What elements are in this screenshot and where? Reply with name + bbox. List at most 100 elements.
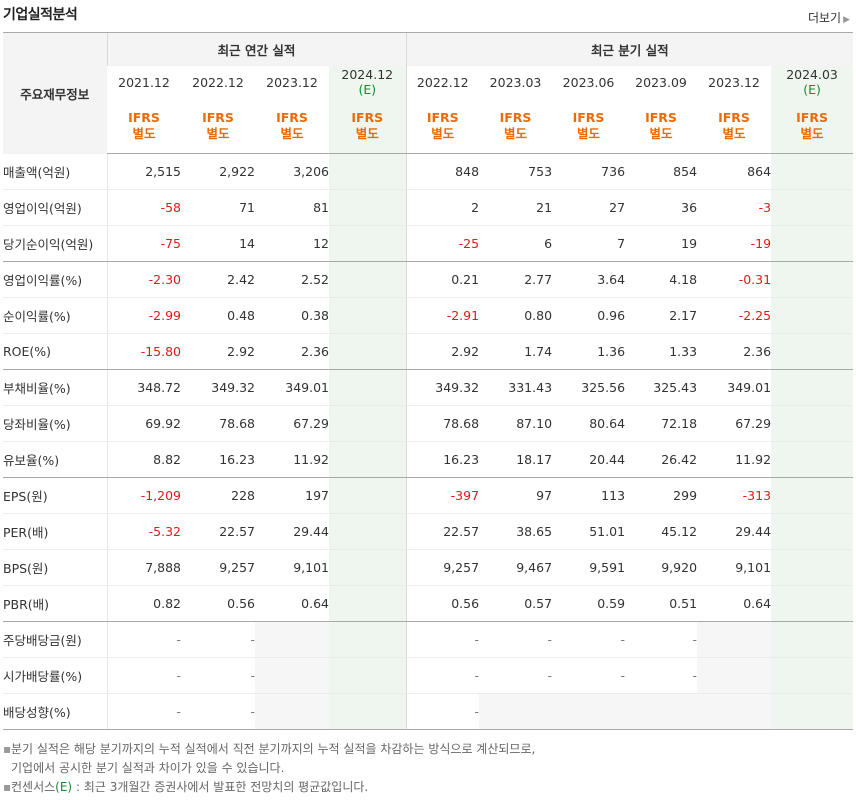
- row-label: 유보율(%): [3, 441, 108, 478]
- table-cell: 81: [255, 189, 329, 226]
- table-cell: 0.56: [405, 585, 480, 622]
- table-cell: 349.32: [181, 369, 255, 406]
- table-cell: [329, 153, 407, 190]
- table-cell: -5.32: [107, 513, 181, 550]
- table-row: ROE(%) -15.80 2.92 2.36 2.92 1.74 1.36 1.33 2.36: [3, 333, 854, 370]
- table-cell: 16.23: [181, 441, 255, 478]
- table-cell: 18.17: [479, 441, 553, 478]
- table-cell: -: [107, 621, 181, 658]
- table-row: 당기순이익(억원) -75 14 12 -25 6 7 19 -19: [3, 225, 854, 262]
- table-cell: 325.56: [552, 369, 626, 406]
- more-link[interactable]: 더보기 ▶: [808, 9, 850, 26]
- table-row: EPS(원) -1,209 228 197 -397 97 113 299 -313: [3, 477, 854, 514]
- estimate-mark: (E): [803, 82, 821, 97]
- table-cell: [771, 657, 854, 694]
- table-cell: 0.56: [181, 585, 255, 622]
- period-header: 2023.03: [479, 66, 553, 98]
- annual-group-header: 최근 연간 실적: [106, 32, 407, 66]
- table-cell: 20.44: [552, 441, 626, 478]
- table-cell: -: [405, 657, 480, 694]
- table-cell: 349.01: [255, 369, 329, 406]
- table-cell: [771, 261, 854, 298]
- footnotes: ▪ 분기 실적은 해당 분기까지의 누적 실적에서 직전 분기까지의 누적 실적을…: [3, 740, 853, 797]
- chevron-right-icon: ▶: [843, 15, 850, 25]
- table-row: 매출액(억원) 2,515 2,922 3,206 848 753 736 854 864: [3, 153, 854, 190]
- table-cell: [771, 225, 854, 262]
- row-label: PER(배): [3, 513, 108, 550]
- table-cell: 27: [552, 189, 626, 226]
- table-cell: 854: [625, 153, 698, 190]
- table-cell: -: [405, 693, 480, 730]
- table-cell: 12: [255, 225, 329, 262]
- table-cell: [329, 477, 407, 514]
- table-cell: -75: [107, 225, 181, 262]
- table-cell: [771, 189, 854, 226]
- period-header: 2023.09: [625, 66, 698, 98]
- table-row: 당좌비율(%) 69.92 78.68 67.29 78.68 87.10 80.64 72.…: [3, 405, 854, 442]
- table-cell: 78.68: [181, 405, 255, 442]
- table-cell: 753: [479, 153, 553, 190]
- row-label: ROE(%): [3, 333, 108, 370]
- table-cell: 349.32: [405, 369, 480, 406]
- row-label: PBR(배): [3, 585, 108, 622]
- table-cell: [697, 693, 772, 730]
- table-cell: [697, 621, 772, 658]
- period-header: 2024.03 (E): [771, 66, 854, 98]
- table-cell: 8.82: [107, 441, 181, 478]
- period-header: 2023.06: [552, 66, 626, 98]
- table-cell: 7,888: [107, 549, 181, 586]
- table-row: 영업이익(억원) -58 71 81 2 21 27 36 -3: [3, 189, 854, 226]
- table-cell: 2,922: [181, 153, 255, 190]
- table-cell: -25: [405, 225, 480, 262]
- table-cell: -15.80: [107, 333, 181, 370]
- row-label: 순이익률(%): [3, 297, 108, 334]
- table-cell: -19: [697, 225, 772, 262]
- table-cell: 331.43: [479, 369, 553, 406]
- table-cell: [329, 369, 407, 406]
- table-cell: 97: [479, 477, 553, 514]
- table-cell: -2.30: [107, 261, 181, 298]
- section-title: 기업실적분석: [3, 7, 78, 23]
- table-cell: -58: [107, 189, 181, 226]
- table-cell: 14: [181, 225, 255, 262]
- table-cell: -0.31: [697, 261, 772, 298]
- financial-table: 주요재무정보 최근 연간 실적 최근 분기 실적 2021.12 2022.12 2…: [3, 32, 854, 730]
- table-cell: 349.01: [697, 369, 772, 406]
- table-cell: 1.74: [479, 333, 553, 370]
- table-cell: 16.23: [405, 441, 480, 478]
- table-cell: -: [181, 693, 255, 730]
- row-label: 영업이익(억원): [3, 189, 108, 226]
- period-header: 2022.12: [181, 66, 255, 98]
- table-cell: [625, 693, 698, 730]
- table-cell: -: [107, 693, 181, 730]
- table-cell: -: [181, 657, 255, 694]
- table-row: 시가배당률(%) - - - - - -: [3, 657, 854, 694]
- table-cell: 2.52: [255, 261, 329, 298]
- row-label: 주당배당금(원): [3, 621, 108, 658]
- table-row: PER(배) -5.32 22.57 29.44 22.57 38.65 51.01 45.1…: [3, 513, 854, 550]
- table-cell: 0.48: [181, 297, 255, 334]
- table-cell: -2.25: [697, 297, 772, 334]
- table-cell: [771, 693, 854, 730]
- table-cell: 9,101: [255, 549, 329, 586]
- footnote-consensus: ▪ 컨센서스(E) : 최근 3개월간 증권사에서 발표한 전망치의 평균값입니다…: [3, 780, 369, 794]
- period-header: 2021.12: [107, 66, 181, 98]
- table-cell: 2.92: [405, 333, 480, 370]
- table-cell: 0.64: [255, 585, 329, 622]
- table-cell: 11.92: [697, 441, 772, 478]
- row-label: 시가배당률(%): [3, 657, 108, 694]
- table-cell: 9,591: [552, 549, 626, 586]
- row-label: 당기순이익(억원): [3, 225, 108, 262]
- table-cell: 9,101: [697, 549, 772, 586]
- table-cell: 67.29: [255, 405, 329, 442]
- table-cell: 51.01: [552, 513, 626, 550]
- table-cell: 7: [552, 225, 626, 262]
- table-cell: 21: [479, 189, 553, 226]
- table-cell: -: [552, 621, 626, 658]
- table-cell: 72.18: [625, 405, 698, 442]
- table-cell: -2.99: [107, 297, 181, 334]
- standard-label: IFRS 별도: [625, 98, 698, 154]
- table-cell: -313: [697, 477, 772, 514]
- row-label: 부채비율(%): [3, 369, 108, 406]
- table-cell: -1,209: [107, 477, 181, 514]
